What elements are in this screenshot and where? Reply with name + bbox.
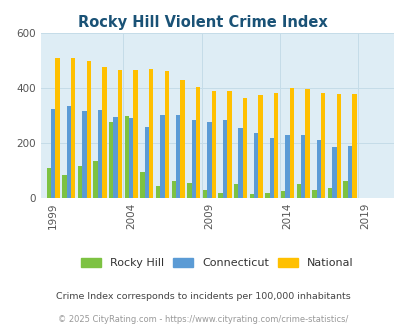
Bar (78, 166, 82, 198)
Bar (164, 72, 168, 198)
Bar (98, 110, 102, 198)
Bar (234, 184, 238, 198)
Bar (133, 70, 137, 198)
Bar (62, 175, 66, 198)
Bar (327, 188, 331, 198)
Bar (336, 94, 340, 198)
Bar (156, 185, 160, 198)
Bar (316, 140, 320, 198)
Bar (265, 193, 269, 198)
Bar (86, 60, 91, 198)
Bar (180, 80, 184, 198)
Bar (129, 118, 133, 198)
Bar (113, 117, 117, 198)
Bar (149, 69, 153, 198)
Bar (66, 106, 71, 198)
Bar (249, 194, 254, 198)
Bar (71, 58, 75, 198)
Bar (254, 133, 258, 198)
Bar (305, 89, 309, 198)
Bar (144, 127, 149, 198)
Bar (300, 135, 305, 198)
Bar (222, 120, 227, 198)
Legend: Rocky Hill, Connecticut, National: Rocky Hill, Connecticut, National (77, 253, 357, 272)
Bar (211, 91, 215, 198)
Bar (140, 172, 144, 198)
Text: © 2025 CityRating.com - https://www.cityrating.com/crime-statistics/: © 2025 CityRating.com - https://www.city… (58, 315, 347, 324)
Bar (269, 138, 273, 198)
Bar (191, 120, 196, 198)
Bar (280, 191, 285, 198)
Bar (311, 190, 316, 198)
Bar (331, 147, 336, 198)
Bar (175, 115, 180, 198)
Bar (47, 168, 51, 198)
Bar (238, 128, 242, 198)
Bar (289, 88, 293, 198)
Bar (109, 122, 113, 198)
Bar (207, 122, 211, 198)
Bar (227, 91, 231, 198)
Bar (296, 184, 300, 198)
Bar (102, 67, 106, 198)
Bar (352, 94, 356, 198)
Text: Rocky Hill Violent Crime Index: Rocky Hill Violent Crime Index (78, 15, 327, 30)
Bar (51, 109, 55, 198)
Bar (55, 58, 60, 198)
Bar (242, 98, 247, 198)
Bar (171, 181, 175, 198)
Bar (196, 86, 200, 198)
Bar (117, 70, 122, 198)
Bar (160, 115, 164, 198)
Text: Crime Index corresponds to incidents per 100,000 inhabitants: Crime Index corresponds to incidents per… (55, 292, 350, 301)
Bar (93, 161, 98, 198)
Bar (187, 183, 191, 198)
Bar (285, 135, 289, 198)
Bar (273, 93, 278, 198)
Bar (82, 112, 86, 198)
Bar (258, 95, 262, 198)
Bar (124, 115, 129, 198)
Bar (320, 93, 324, 198)
Bar (202, 190, 207, 198)
Bar (218, 193, 222, 198)
Bar (347, 146, 352, 198)
Bar (343, 181, 347, 198)
